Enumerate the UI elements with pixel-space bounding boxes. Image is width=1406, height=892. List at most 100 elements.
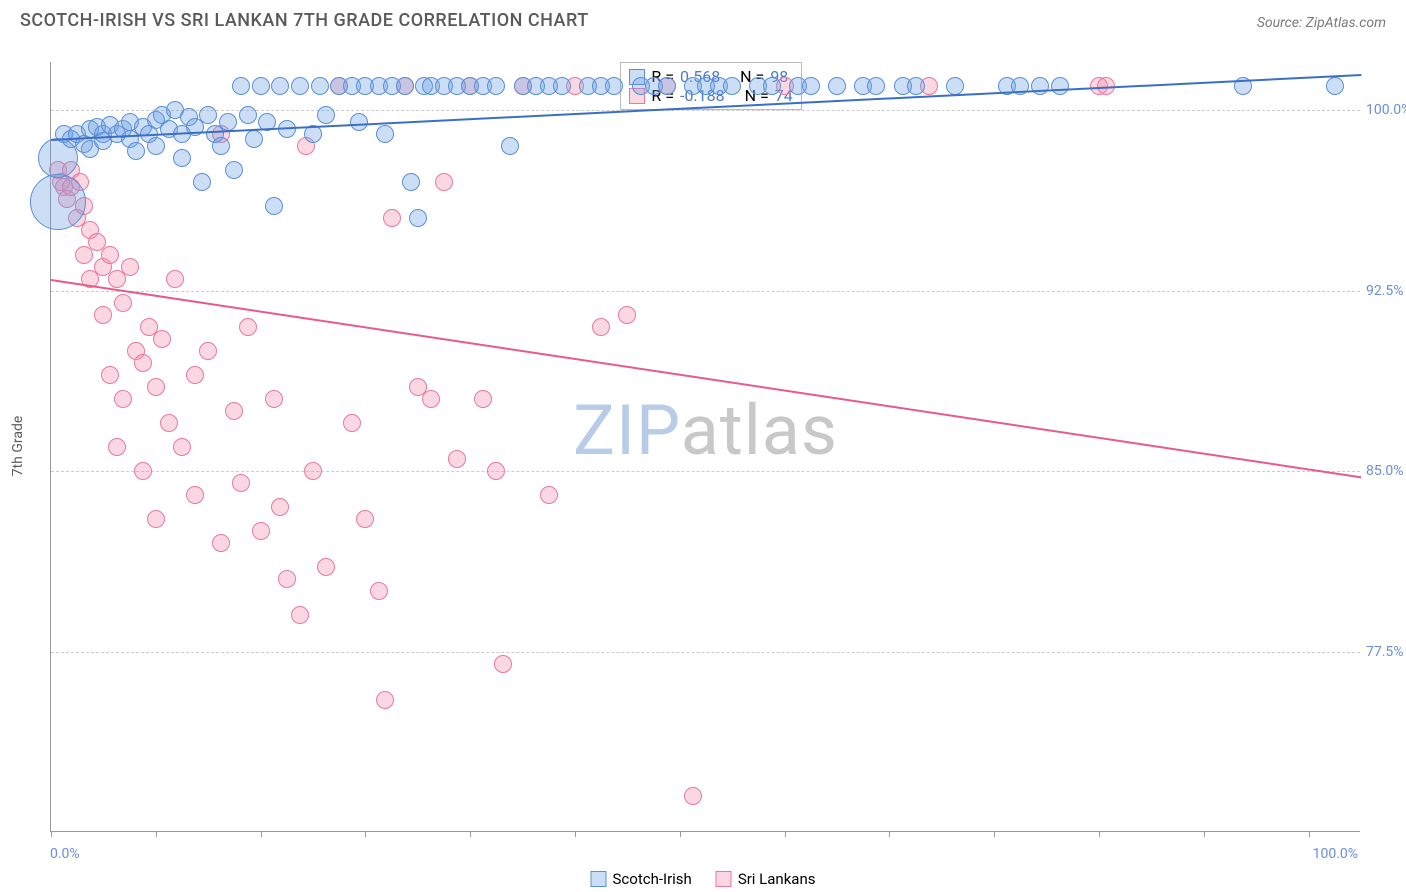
scatter-point-series2: [474, 390, 492, 408]
x-tick: [470, 831, 471, 837]
scatter-point-series1: [907, 77, 925, 95]
x-tick: [261, 831, 262, 837]
scatter-point-series2: [487, 462, 505, 480]
trend-line-series2: [51, 279, 1361, 478]
scatter-point-series2: [160, 414, 178, 432]
scatter-point-series1: [317, 106, 335, 124]
scatter-point-series1: [828, 77, 846, 95]
scatter-point-series2: [114, 390, 132, 408]
x-tick: [785, 831, 786, 837]
scatter-point-series2: [252, 522, 270, 540]
scatter-point-series1: [350, 113, 368, 131]
scatter-point-series2: [147, 378, 165, 396]
scatter-point-series2: [291, 606, 309, 624]
scatter-point-series1: [265, 197, 283, 215]
legend-item-series2: Sri Lankans: [716, 870, 816, 888]
scatter-point-series2: [684, 787, 702, 805]
scatter-point-series1: [763, 77, 781, 95]
scatter-point-series2: [212, 534, 230, 552]
y-tick-label: 100.0%: [1366, 102, 1406, 118]
scatter-point-series2: [592, 318, 610, 336]
x-tick: [889, 831, 890, 837]
chart-title: SCOTCH-IRISH VS SRI LANKAN 7TH GRADE COR…: [20, 10, 589, 31]
scatter-point-series1: [1051, 77, 1069, 95]
gridline: [51, 652, 1360, 653]
scatter-point-series1: [605, 77, 623, 95]
watermark-part1: ZIP: [573, 390, 681, 472]
legend-label-series1: Scotch-Irish: [613, 870, 692, 888]
scatter-point-series1: [127, 142, 145, 160]
y-tick-label: 77.5%: [1366, 644, 1406, 660]
scatter-point-series1: [219, 113, 237, 131]
x-tick: [1099, 831, 1100, 837]
scatter-point-series2: [618, 306, 636, 324]
scatter-point-series1: [239, 106, 257, 124]
scatter-point-series1: [199, 106, 217, 124]
scatter-point-series1: [409, 209, 427, 227]
scatter-point-series2: [101, 246, 119, 264]
scatter-point-series2: [134, 354, 152, 372]
x-tick: [365, 831, 366, 837]
scatter-point-series1: [867, 77, 885, 95]
scatter-point-series1: [396, 77, 414, 95]
scatter-point-series2: [121, 258, 139, 276]
legend-swatch-series2: [716, 871, 732, 887]
scatter-point-series1: [147, 137, 165, 155]
scatter-point-series2: [540, 486, 558, 504]
scatter-point-series2: [278, 570, 296, 588]
scatter-point-series2: [370, 582, 388, 600]
scatter-point-series2: [383, 209, 401, 227]
scatter-point-series2: [494, 655, 512, 673]
scatter-point-series1: [232, 77, 250, 95]
scatter-point-series1: [376, 125, 394, 143]
scatter-point-series2: [153, 330, 171, 348]
scatter-point-series1: [193, 173, 211, 191]
scatter-point-series2: [356, 510, 374, 528]
scatter-point-series2: [304, 462, 322, 480]
legend-swatch-series1: [591, 871, 607, 887]
scatter-point-series1: [245, 130, 263, 148]
x-tick: [680, 831, 681, 837]
scatter-point-series2: [265, 390, 283, 408]
x-tick: [156, 831, 157, 837]
scatter-point-series2: [271, 498, 289, 516]
x-tick: [1309, 831, 1310, 837]
scatter-point-series2: [166, 270, 184, 288]
scatter-point-series1: [501, 137, 519, 155]
scatter-point-series2: [173, 438, 191, 456]
scatter-point-series1: [553, 77, 571, 95]
scatter-point-series1: [225, 161, 243, 179]
scatter-point-series2: [147, 510, 165, 528]
scatter-point-series2: [94, 306, 112, 324]
source-attribution: Source: ZipAtlas.com: [1257, 15, 1386, 31]
y-tick-label: 85.0%: [1366, 463, 1406, 479]
legend-item-series1: Scotch-Irish: [591, 870, 692, 888]
scatter-point-series1: [402, 173, 420, 191]
scatter-point-series2: [199, 342, 217, 360]
scatter-point-series1: [252, 77, 270, 95]
scatter-point-series2: [114, 294, 132, 312]
y-axis-label: 7th Grade: [10, 416, 26, 477]
scatter-point-series2: [232, 474, 250, 492]
scatter-point-series1: [311, 77, 329, 95]
scatter-point-series2: [225, 402, 243, 420]
scatter-point-series1: [723, 77, 741, 95]
gridline: [51, 291, 1360, 292]
scatter-point-series2: [186, 366, 204, 384]
scatter-point-series1: [1031, 77, 1049, 95]
x-axis-min-label: 0.0%: [50, 846, 80, 862]
x-tick: [994, 831, 995, 837]
watermark-part2: atlas: [681, 390, 838, 472]
scatter-point-series1: [173, 149, 191, 167]
scatter-point-series2: [239, 318, 257, 336]
scatter-point-series1: [30, 174, 86, 230]
scatter-point-series2: [343, 414, 361, 432]
scatter-point-series1: [487, 77, 505, 95]
scatter-point-series2: [134, 462, 152, 480]
scatter-point-series1: [291, 77, 309, 95]
scatter-point-series2: [101, 366, 119, 384]
scatter-point-series2: [186, 486, 204, 504]
legend: Scotch-Irish Sri Lankans: [591, 870, 816, 888]
x-tick: [1204, 831, 1205, 837]
scatter-point-series1: [1326, 77, 1344, 95]
